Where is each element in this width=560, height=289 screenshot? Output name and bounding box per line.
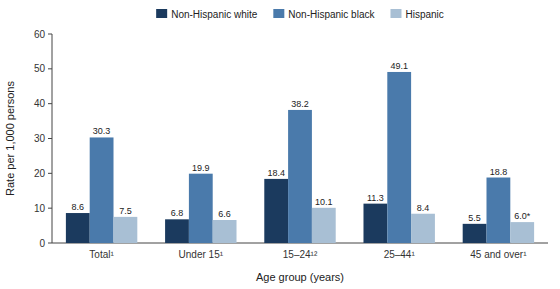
y-tick <box>48 138 52 139</box>
bar <box>411 214 435 243</box>
data-labels: 8.6 6.8 18.4 11.3 5.5 30.3 19.9 38.2 49.1 18.8 7.5… <box>72 61 531 223</box>
data-label: 6.6 <box>218 209 231 219</box>
data-label: 8.6 <box>72 202 85 212</box>
data-label: 6.0* <box>514 211 531 221</box>
data-label: 7.5 <box>119 206 132 216</box>
bar <box>90 137 114 243</box>
y-tick-label: 10 <box>34 203 46 214</box>
bar <box>387 72 411 243</box>
bars <box>66 72 534 243</box>
legend-label: Non-Hispanic white <box>171 9 258 20</box>
data-label: 10.1 <box>315 197 333 207</box>
bar <box>165 219 189 243</box>
bar <box>486 178 510 243</box>
data-label: 6.8 <box>171 208 184 218</box>
legend-item: Non-Hispanic white <box>156 9 258 20</box>
legend-swatch <box>156 9 167 18</box>
bar <box>264 179 288 243</box>
data-label: 38.2 <box>291 99 309 109</box>
legend: Non-Hispanic white Non-Hispanic black Hisp… <box>156 9 444 20</box>
bar <box>213 220 237 243</box>
y-tick <box>48 34 52 35</box>
legend-label: Hispanic <box>405 9 443 20</box>
x-tick-label: 15–24¹² <box>283 249 318 260</box>
x-tick-label: 25–44¹ <box>384 249 416 260</box>
legend-item: Hispanic <box>390 9 443 20</box>
bar <box>114 217 138 243</box>
data-label: 8.4 <box>417 203 430 213</box>
y-tick <box>48 68 52 69</box>
data-label: 30.3 <box>93 126 111 136</box>
y-tick <box>48 103 52 104</box>
x-tick-label: Total¹ <box>89 249 114 260</box>
data-label: 11.3 <box>367 193 384 203</box>
legend-item: Non-Hispanic black <box>273 9 375 20</box>
legend-label: Non-Hispanic black <box>288 9 375 20</box>
bar <box>510 222 534 243</box>
y-tick <box>48 173 52 174</box>
bar <box>189 174 213 243</box>
y-tick-label: 40 <box>34 98 46 109</box>
data-label: 49.1 <box>390 61 408 71</box>
y-tick <box>48 208 52 209</box>
legend-swatch <box>390 9 401 18</box>
legend-swatch <box>273 9 284 18</box>
x-tick-label: 45 and over¹ <box>470 249 527 260</box>
y-tick-label: 30 <box>34 133 46 144</box>
x-axis-title: Age group (years) <box>256 271 344 283</box>
x-tick-label: Under 15¹ <box>179 249 224 260</box>
data-label: 19.9 <box>192 163 210 173</box>
bar <box>66 213 90 243</box>
bar <box>363 204 387 243</box>
data-label: 18.8 <box>490 167 508 177</box>
y-axis-title: Rate per 1,000 persons <box>4 81 16 196</box>
y-tick-label: 20 <box>34 168 46 179</box>
bar <box>463 224 487 243</box>
bar <box>288 110 312 243</box>
y-tick-label: 60 <box>34 29 46 40</box>
y-tick <box>48 243 52 244</box>
data-label: 5.5 <box>468 213 481 223</box>
chart: 0 10 20 30 40 50 60 8.6 6.8 18.4 11.3 5.5 30.3 19.9 38… <box>0 0 560 289</box>
y-tick-label: 0 <box>39 238 45 249</box>
bar <box>312 208 336 243</box>
y-tick-label: 50 <box>34 63 46 74</box>
data-label: 18.4 <box>267 168 285 178</box>
